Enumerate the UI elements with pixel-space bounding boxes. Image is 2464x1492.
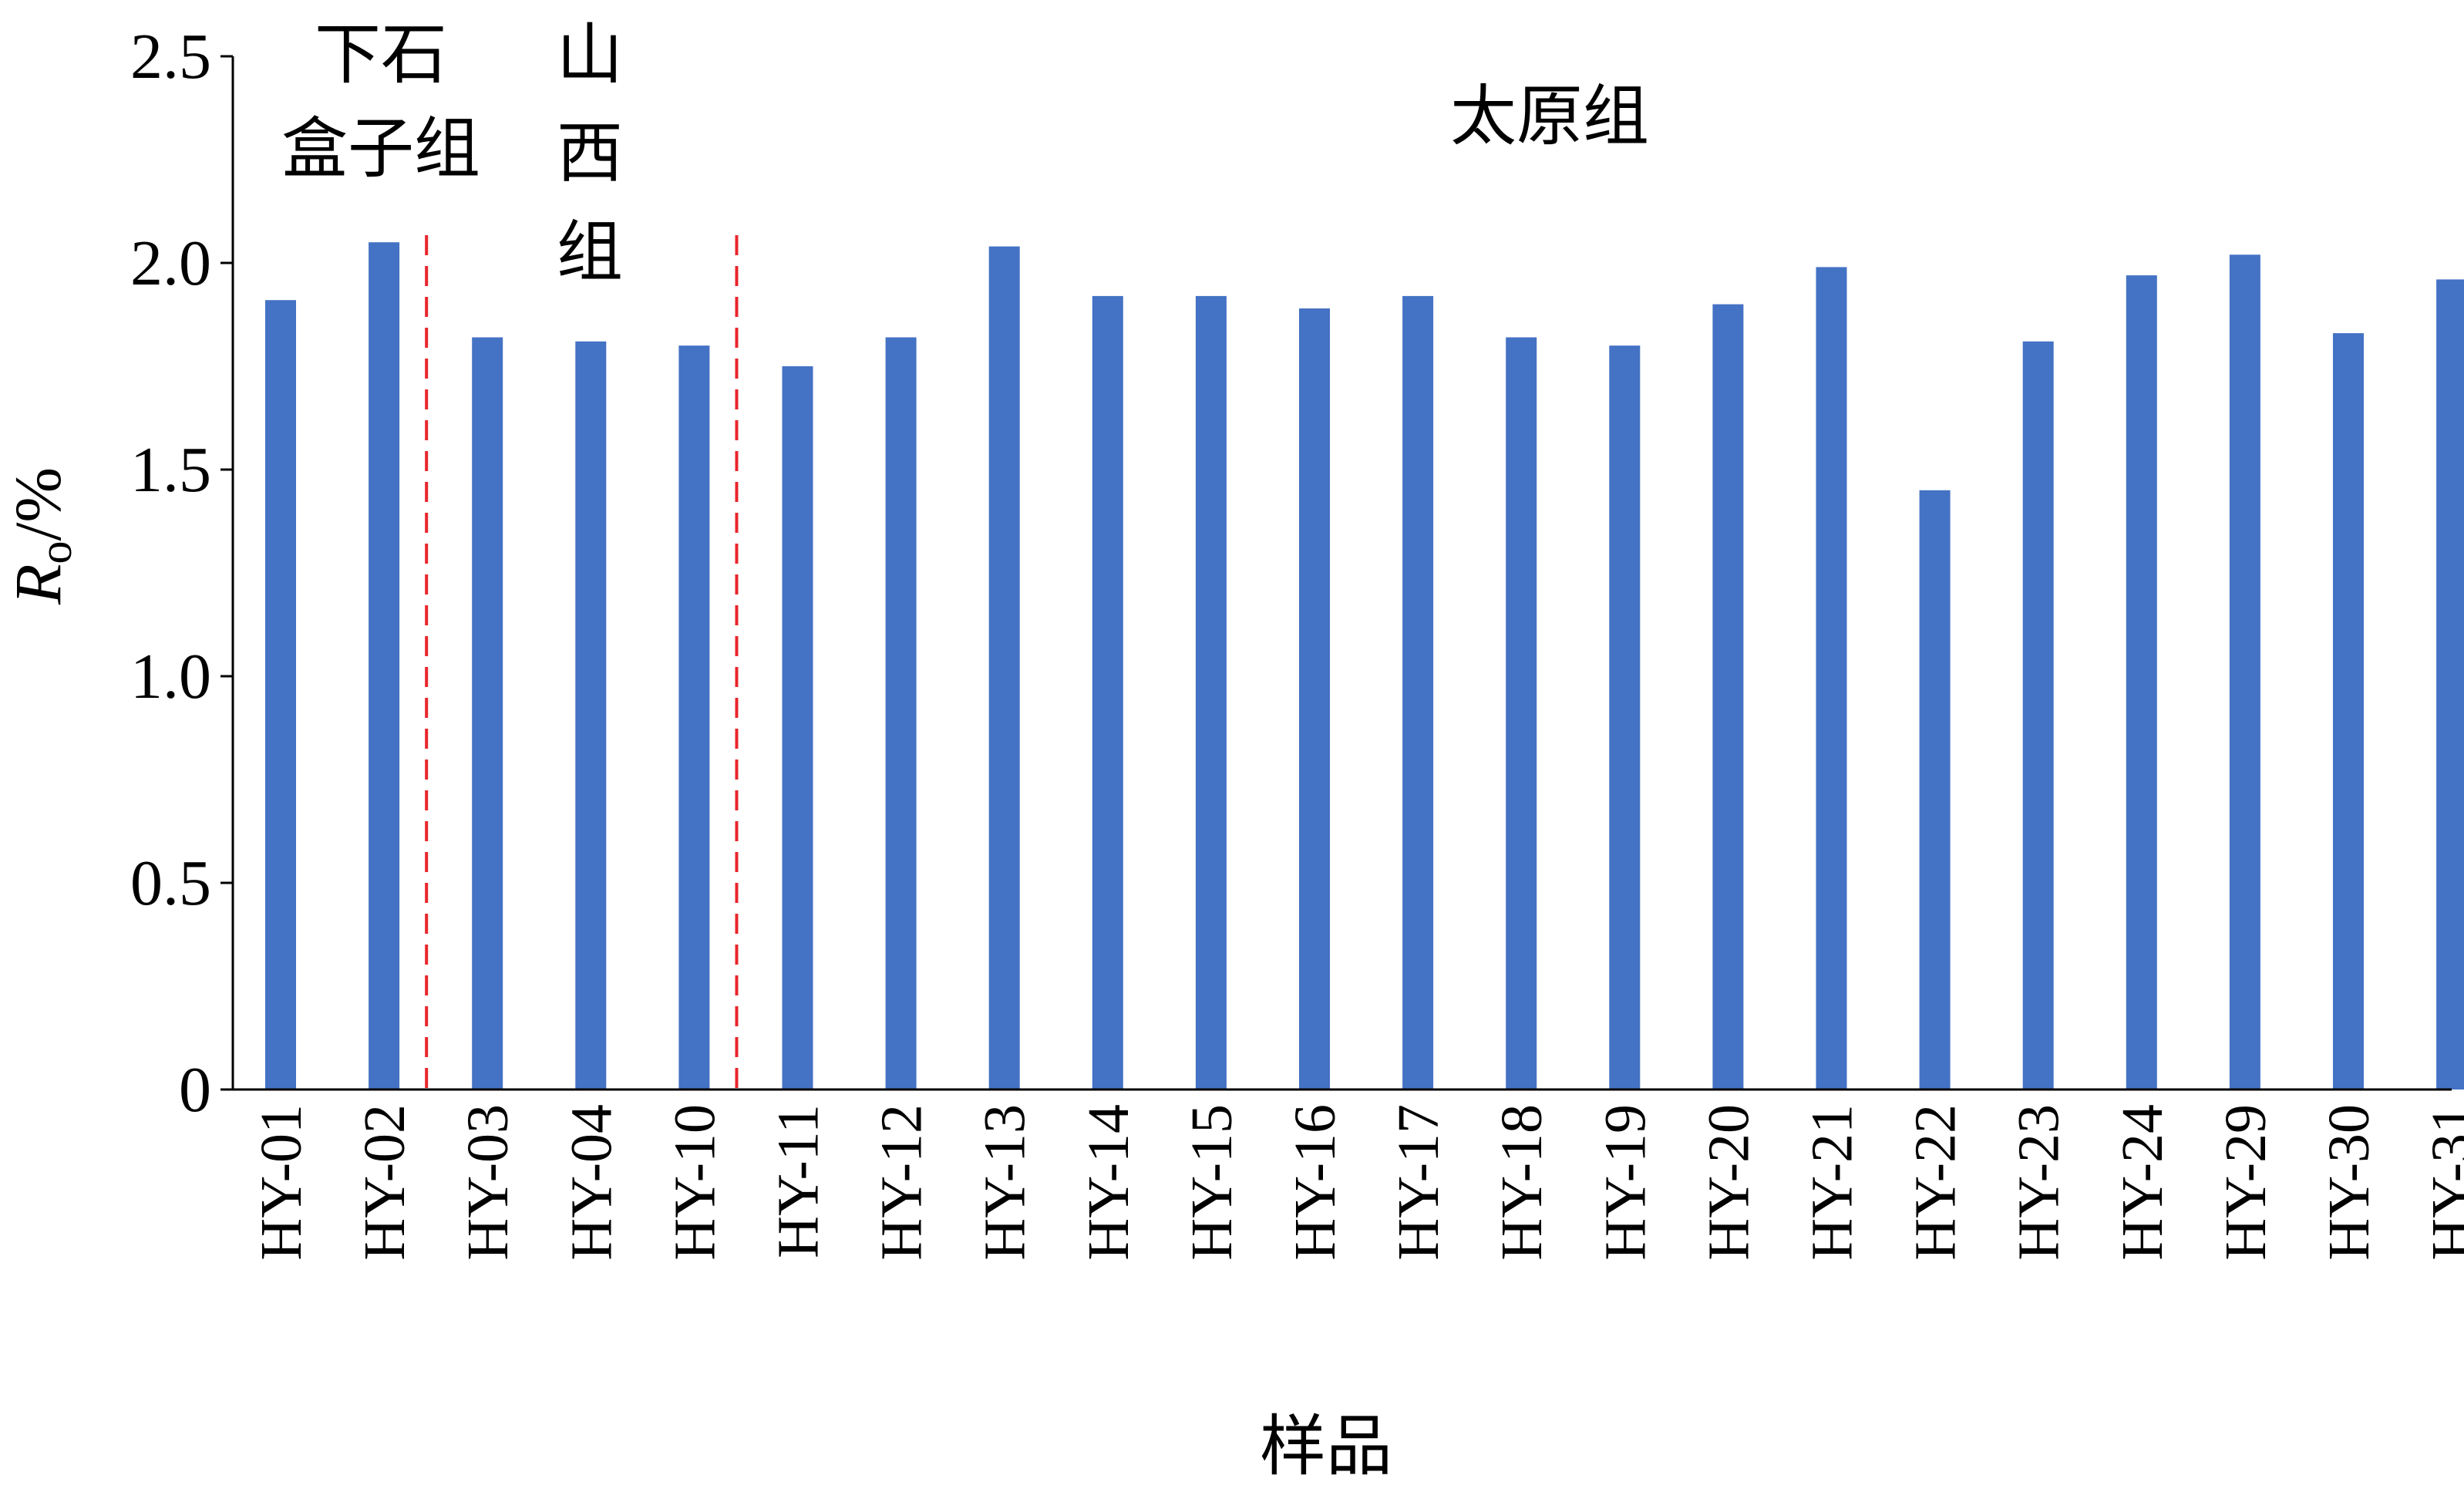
- x-tick-label: HY-14: [1076, 1104, 1141, 1261]
- x-tick-label: HY-10: [662, 1104, 727, 1261]
- bar-HY-15: [1195, 295, 1227, 1090]
- bar-HY-19: [1609, 345, 1641, 1090]
- y-tick-label: 0: [179, 1054, 211, 1126]
- bar-HY-21: [1816, 267, 1847, 1090]
- x-tick-label: HY-16: [1283, 1104, 1348, 1261]
- x-tick-label: HY-29: [2213, 1104, 2278, 1261]
- x-tick-label: HY-19: [1593, 1104, 1658, 1261]
- bar-HY-23: [2022, 341, 2054, 1090]
- x-ticks-group: HY-01 HY-02 HY-03 HY-04 HY-10 HY-11 HY-12 HY-13…: [249, 1104, 2464, 1261]
- bar-HY-11: [782, 366, 813, 1090]
- formation-dividers: [425, 235, 739, 1090]
- bar-HY-13: [988, 246, 1020, 1090]
- y-ticks-group: 0 0.5 1.0 1.5 2.0 2.5: [130, 21, 233, 1126]
- x-tick-label: HY-11: [766, 1104, 831, 1258]
- bar-HY-01: [265, 300, 296, 1090]
- formation-label: 太原组: [1450, 79, 1649, 153]
- y-axis-title: Ro/%: [1, 467, 81, 605]
- bars-group: [265, 242, 2464, 1090]
- bar-HY-29: [2229, 254, 2260, 1090]
- x-tick-label: HY-02: [352, 1104, 417, 1261]
- bar-HY-17: [1402, 295, 1434, 1090]
- x-tick-label: HY-20: [1696, 1104, 1761, 1261]
- bar-HY-12: [885, 337, 917, 1090]
- axes-group: [231, 56, 2452, 1091]
- bar-HY-04: [575, 341, 607, 1090]
- x-tick-label: HY-01: [249, 1104, 314, 1261]
- y-tick-label: 2.5: [130, 21, 211, 93]
- x-tick-label: HY-31: [2420, 1104, 2464, 1261]
- bar-HY-02: [369, 242, 400, 1090]
- bar-HY-31: [2436, 279, 2464, 1090]
- y-axis-title-unit: /%: [1, 467, 75, 541]
- x-tick-label: HY-12: [870, 1104, 934, 1261]
- y-tick-label: 2.0: [130, 227, 211, 299]
- y-axis-title-sub: o: [30, 541, 81, 564]
- formation-label: 西: [557, 116, 623, 190]
- x-tick-label: HY-03: [456, 1104, 520, 1261]
- x-tick-label: HY-24: [2110, 1104, 2175, 1261]
- bar-HY-16: [1299, 308, 1330, 1090]
- formation-label: 下石: [315, 18, 447, 92]
- x-tick-label: HY-18: [1490, 1104, 1554, 1261]
- y-axis-title-main: R: [1, 564, 75, 606]
- bar-HY-22: [1919, 490, 1951, 1090]
- formation-label: 盒子组: [281, 112, 480, 186]
- bar-HY-30: [2333, 333, 2364, 1090]
- x-tick-label: HY-13: [973, 1104, 1038, 1261]
- bar-HY-18: [1506, 337, 1537, 1090]
- x-tick-label: HY-30: [2317, 1104, 2382, 1261]
- y-tick-label: 0.5: [130, 847, 211, 919]
- x-tick-label: HY-22: [1904, 1104, 1968, 1261]
- x-tick-label: HY-23: [2007, 1104, 2072, 1261]
- bar-HY-10: [678, 345, 710, 1090]
- bar-HY-24: [2126, 275, 2157, 1090]
- formation-label: 山: [557, 18, 623, 92]
- x-tick-label: HY-21: [1800, 1104, 1865, 1261]
- x-tick-label: HY-04: [559, 1104, 624, 1261]
- x-tick-label: HY-15: [1180, 1104, 1244, 1261]
- bar-HY-03: [472, 337, 503, 1090]
- formation-label: 组: [557, 215, 623, 289]
- y-tick-label: 1.0: [130, 641, 211, 712]
- x-axis-title: 样品: [1260, 1409, 1392, 1484]
- bar-HY-14: [1092, 295, 1123, 1090]
- bar-HY-20: [1712, 304, 1744, 1090]
- x-tick-label: HY-17: [1386, 1104, 1451, 1261]
- y-tick-label: 1.5: [130, 434, 211, 506]
